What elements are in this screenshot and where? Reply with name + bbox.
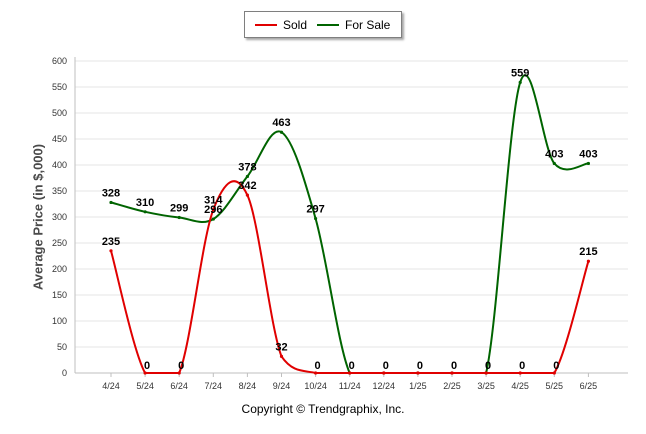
data-point-sold	[382, 371, 386, 375]
data-point-sold	[484, 371, 488, 375]
data-label-for-sale: 296	[204, 204, 222, 216]
data-label-for-sale: 297	[306, 204, 324, 216]
legend-label-for-sale: For Sale	[345, 18, 391, 32]
data-label-for-sale: 310	[136, 197, 154, 209]
data-point-sold	[450, 371, 454, 375]
y-axis-label: Average Price (in $,000)	[30, 143, 46, 291]
y-tick-label: 50	[57, 342, 67, 352]
data-label-sold: 0	[417, 360, 423, 372]
data-point-sold	[109, 249, 113, 253]
data-point-for-sale	[314, 216, 318, 221]
x-tick-label: 9/24	[273, 381, 291, 391]
y-tick-label: 350	[52, 186, 67, 196]
x-tick-label: 6/25	[580, 381, 598, 391]
data-label-sold: 0	[519, 360, 525, 372]
data-label-sold: 0	[315, 360, 321, 372]
data-point-sold	[586, 259, 591, 263]
y-tick-label: 400	[52, 160, 67, 170]
data-point-sold	[211, 208, 215, 212]
data-label-sold: 0	[553, 360, 559, 372]
data-point-for-sale	[518, 80, 522, 84]
data-label-for-sale: 328	[102, 187, 120, 199]
data-point-for-sale	[211, 217, 215, 221]
y-tick-label: 450	[52, 134, 67, 144]
data-point-for-sale	[143, 210, 147, 214]
legend-swatch-for-sale	[317, 24, 339, 26]
data-label-sold: 0	[178, 360, 184, 372]
data-label-sold: 342	[238, 180, 256, 192]
data-label-sold: 235	[102, 236, 120, 248]
data-label-sold: 0	[451, 360, 457, 372]
data-label-sold: 32	[275, 341, 287, 353]
data-point-sold	[314, 371, 318, 375]
y-tick-label: 550	[52, 82, 67, 92]
y-tick-label: 250	[52, 238, 67, 248]
data-point-for-sale	[279, 130, 284, 134]
legend-item-sold[interactable]: Sold	[255, 18, 307, 32]
data-point-sold	[348, 371, 352, 375]
x-tick-label: 8/24	[239, 381, 257, 391]
data-label-for-sale: 403	[545, 148, 563, 160]
y-tick-label: 150	[52, 290, 67, 300]
x-tick-label: 5/24	[136, 381, 154, 391]
data-point-sold	[279, 354, 284, 358]
data-point-sold	[143, 371, 147, 375]
data-point-for-sale	[552, 161, 556, 166]
legend-swatch-sold	[255, 24, 277, 26]
copyright-text: Copyright © Trendgraphix, Inc.	[241, 402, 405, 416]
data-point-sold	[245, 193, 249, 197]
data-label-sold: 215	[579, 246, 597, 258]
data-point-for-sale	[109, 200, 113, 205]
data-point-sold	[552, 371, 556, 375]
x-tick-label: 7/24	[205, 381, 223, 391]
y-tick-label: 100	[52, 316, 67, 326]
y-tick-label: 600	[52, 56, 67, 66]
data-point-for-sale	[245, 174, 249, 179]
y-tick-label: 0	[62, 368, 67, 378]
data-point-sold	[518, 371, 522, 375]
data-point-sold	[177, 371, 181, 375]
data-point-for-sale	[586, 161, 591, 166]
y-tick-label: 300	[52, 212, 67, 222]
data-label-sold: 314	[204, 195, 223, 207]
data-label-for-sale: 299	[170, 203, 188, 215]
y-tick-label: 500	[52, 108, 67, 118]
legend-item-for-sale[interactable]: For Sale	[317, 18, 390, 32]
data-label-for-sale: 463	[272, 117, 290, 129]
data-label-for-sale: 559	[511, 67, 529, 79]
x-tick-label: 12/24	[373, 381, 396, 391]
series-line-for-sale	[110, 74, 589, 374]
data-label-sold: 0	[144, 360, 150, 372]
x-tick-label: 2/25	[443, 381, 461, 391]
x-tick-label: 6/24	[170, 381, 188, 391]
legend: Sold For Sale	[244, 11, 402, 38]
y-tick-label: 200	[52, 264, 67, 274]
x-tick-label: 5/25	[546, 381, 564, 391]
data-label-sold: 0	[383, 360, 389, 372]
data-label-for-sale: 378	[238, 161, 256, 173]
data-label-sold: 0	[485, 360, 491, 372]
data-label-sold: 0	[349, 360, 355, 372]
x-tick-label: 11/24	[339, 381, 361, 391]
x-tick-label: 4/25	[511, 381, 529, 391]
data-label-for-sale: 403	[579, 148, 597, 160]
legend-label-sold: Sold	[283, 18, 308, 32]
x-tick-label: 4/24	[102, 381, 120, 391]
x-tick-label: 1/25	[409, 381, 427, 391]
x-tick-label: 3/25	[477, 381, 495, 391]
data-point-for-sale	[177, 215, 181, 220]
x-tick-label: 10/24	[304, 381, 327, 391]
data-point-sold	[416, 371, 420, 375]
series-line-sold	[110, 180, 590, 374]
